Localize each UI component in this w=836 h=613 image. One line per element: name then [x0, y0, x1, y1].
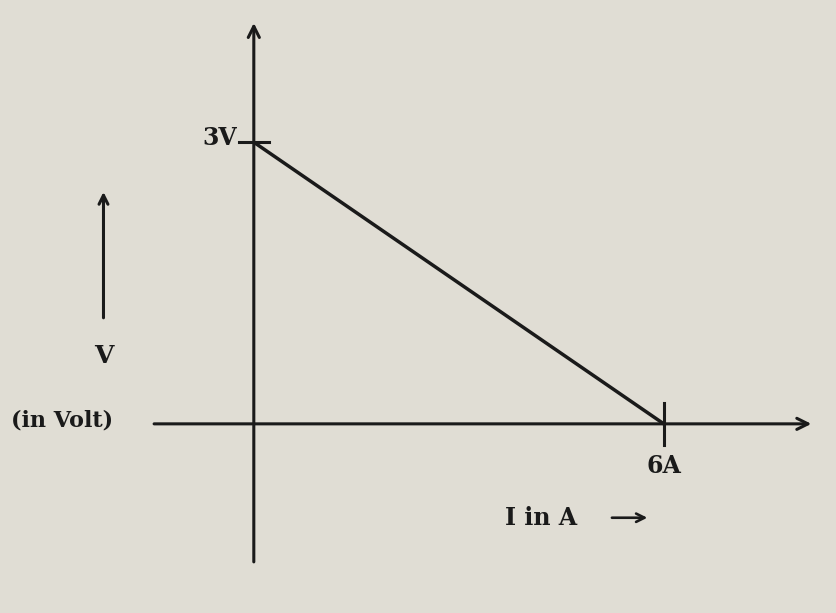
Text: V: V	[94, 344, 113, 368]
Text: (in Volt): (in Volt)	[12, 409, 114, 432]
Text: 3V: 3V	[202, 126, 237, 150]
Text: 6A: 6A	[646, 454, 681, 478]
Text: I in A: I in A	[505, 506, 577, 530]
